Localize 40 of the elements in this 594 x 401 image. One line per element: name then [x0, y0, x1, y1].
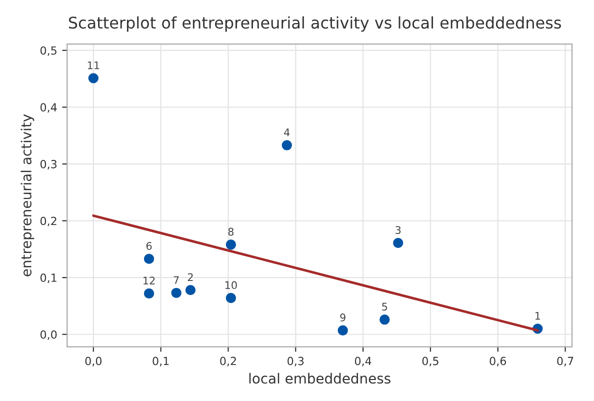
y-tick-label: 0,3	[40, 160, 57, 170]
point	[171, 288, 182, 298]
x-tick-label: 0,5	[422, 356, 438, 366]
x-tick-label: 0,7	[557, 356, 574, 366]
chart-title: Scatterplot of entrepreneurial activity vs local embeddedness	[68, 16, 561, 32]
x-tick-label: 0,3	[288, 356, 304, 366]
point	[226, 240, 236, 250]
x-tick-label: 0,4	[354, 356, 372, 366]
point	[393, 238, 404, 248]
point	[282, 140, 292, 150]
annotation: 9	[340, 314, 346, 322]
point	[338, 325, 348, 336]
point	[380, 314, 390, 325]
annotation: 8	[228, 228, 234, 236]
y-tick-label: 0,0	[40, 330, 57, 340]
y-axis-title: entrepreneurial activity	[20, 114, 34, 276]
x-tick-label: 0,0	[85, 356, 102, 366]
x-tick-label: 0,2	[220, 356, 236, 366]
annotation: 11	[88, 61, 100, 70]
annotation: 10	[225, 281, 237, 290]
annotation: 2	[188, 273, 193, 281]
point	[144, 288, 154, 299]
y-tick-label: 0,2	[40, 216, 56, 226]
annotation: 7	[174, 276, 179, 284]
annotation: 6	[146, 242, 152, 250]
annotation: 4	[284, 128, 290, 136]
annotation: 3	[396, 226, 401, 234]
annotation: 12	[144, 276, 155, 284]
y-tick-label: 0,1	[40, 274, 56, 284]
point	[144, 254, 154, 264]
x-tick-label: 0,6	[490, 356, 506, 366]
point	[88, 73, 98, 84]
x-tick-label: 0,1	[152, 356, 169, 366]
y-tick-label: 0,4	[40, 103, 57, 113]
point	[226, 292, 236, 304]
x-axis-title: local embeddedness	[249, 372, 390, 384]
annotation: 1	[535, 312, 540, 320]
point	[185, 284, 196, 296]
annotation: 5	[382, 302, 388, 311]
y-tick-label: 0,5	[40, 46, 56, 56]
